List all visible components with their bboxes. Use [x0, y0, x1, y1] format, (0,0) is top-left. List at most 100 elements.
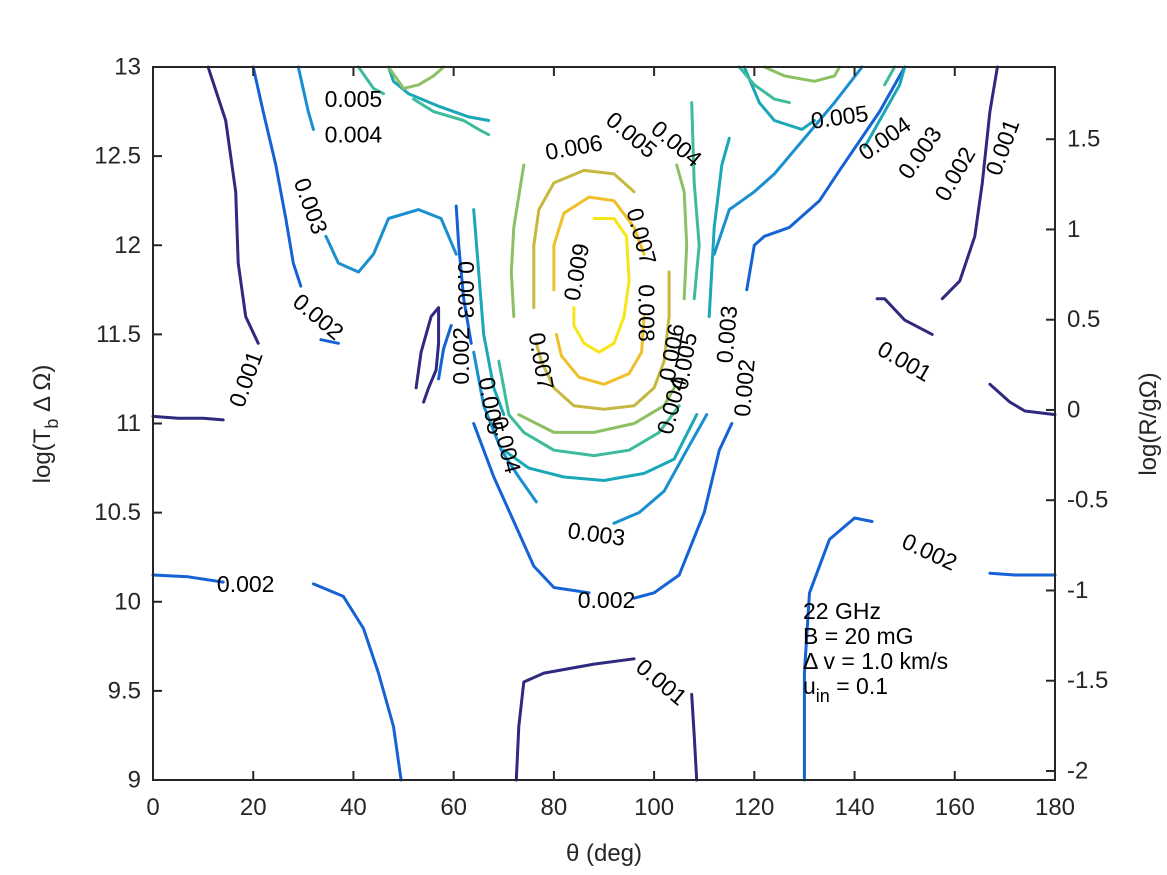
contour-level-label: 0.009: [559, 241, 595, 302]
contour-level-label: 0.001: [873, 335, 936, 386]
left-y-axis-title: log(Tb Δ Ω): [29, 365, 62, 484]
contour-line-0.002: [311, 582, 403, 782]
contour-line-0.001: [875, 297, 934, 336]
contour-level-label: 0.001: [224, 347, 268, 410]
contour-line-0.001: [514, 657, 636, 782]
left-y-tick-label: 10: [114, 588, 141, 615]
contour-level-label: 0.002: [898, 528, 961, 576]
x-axis-ticks: 0 20 40 60 80 100 120 140 160 180: [146, 67, 1075, 821]
contour-level-label: 0.002: [217, 571, 275, 597]
contour-line-0.008: [554, 315, 646, 386]
x-axis-title: θ (deg): [566, 840, 642, 867]
contour-line-0.002: [437, 324, 453, 381]
left-y-tick-label: 11: [116, 410, 141, 437]
contour-level-label: 0.005: [809, 100, 870, 134]
contour-line-0.004: [863, 65, 907, 149]
contour-level-label: 0.008: [634, 284, 660, 342]
x-tick-label: 100: [634, 794, 674, 821]
contour-level-label: 0.002: [729, 358, 760, 418]
contour-line-0.004: [472, 208, 506, 417]
x-tick-label: 80: [541, 794, 568, 821]
right-y-tick-label: -0.5: [1067, 487, 1108, 514]
contour-line-0.001: [151, 414, 225, 422]
x-tick-label: 40: [340, 794, 367, 821]
contour-line-0.003: [324, 208, 458, 274]
x-tick-label: 0: [146, 794, 159, 821]
contour-line-0.002: [632, 422, 734, 600]
contour-line-0.006: [762, 65, 841, 83]
contour-level-label: 0.007: [524, 330, 560, 391]
x-tick-label: 20: [240, 794, 267, 821]
contour-line-0.002: [454, 204, 473, 345]
contour-line-0.002: [802, 516, 874, 782]
contour-level-label: 0.003: [289, 175, 333, 238]
contour-line-0.002: [745, 65, 907, 292]
contour-line-0.004: [387, 65, 491, 122]
annotation-linewidth: Δ v = 1.0 km/s: [803, 648, 948, 674]
contour-line-0.007: [532, 168, 636, 310]
contour-line-0.005: [690, 101, 701, 301]
contour-line-0.005: [883, 65, 897, 87]
contour-line-0.006: [509, 163, 526, 319]
contour-line-0.001: [414, 306, 441, 404]
x-tick-label: 140: [835, 794, 875, 821]
contour-line-0.005: [412, 97, 491, 137]
contour-line-0.003: [712, 65, 864, 256]
left-y-tick-label: 9.5: [108, 677, 141, 704]
contour-line-0.005: [497, 359, 681, 458]
contour-level-label: 0.002: [929, 142, 980, 205]
annotation-frequency: 22 GHz: [803, 598, 881, 624]
contour-line-0.002: [472, 422, 591, 595]
contour-line-0.008: [552, 195, 646, 292]
contour-level-label: 0.004: [486, 414, 526, 477]
contour-line-0.003: [472, 350, 538, 504]
contour-line-0.001: [206, 65, 260, 345]
contour-level-label: 0.005: [325, 86, 383, 112]
contour-level-label: 0.002: [578, 587, 636, 613]
right-y-tick-label: -1.5: [1067, 667, 1108, 694]
left-y-tick-label: 13: [114, 54, 141, 81]
left-y-axis-ticks: 9 9.5 10 10.5 11 11.5 12 12.5 13: [94, 54, 162, 794]
contour-line-0.007: [534, 270, 671, 411]
contour-lines: [151, 65, 1057, 782]
subscript-b: b: [42, 419, 62, 429]
annotation-uin: uin = 0.1: [803, 673, 888, 706]
x-tick-label: 120: [734, 794, 774, 821]
right-y-tick-label: 1: [1067, 216, 1080, 243]
contour-level-label: 0.001: [631, 654, 692, 711]
contour-line-0.005: [737, 65, 791, 105]
contour-line-0.006: [675, 163, 689, 301]
right-y-axis-title: log(R/gΩ): [1135, 372, 1162, 475]
contour-line-0.006: [387, 65, 446, 90]
contour-line-0.001: [690, 692, 699, 782]
left-y-tick-label: 11.5: [96, 321, 141, 348]
right-y-tick-label: 0: [1067, 396, 1080, 423]
left-y-tick-label: 12.5: [94, 143, 141, 170]
x-tick-label: 160: [935, 794, 975, 821]
right-y-tick-label: 0.5: [1067, 306, 1100, 333]
left-y-tick-label: 9: [128, 767, 141, 794]
contour-line-0.001: [940, 65, 999, 301]
right-y-tick-label: -2: [1067, 757, 1088, 784]
x-tick-label: 180: [1035, 794, 1075, 821]
contour-line-0.002: [251, 65, 303, 288]
contour-line-0.004: [502, 413, 699, 482]
contour-line-0.002: [151, 573, 225, 584]
contour-line-0.002: [319, 338, 340, 345]
annotation-field: B = 20 mG: [803, 623, 914, 649]
contour-level-label: 0.003: [711, 305, 742, 365]
contour-line-0.009: [572, 217, 631, 354]
left-y-tick-label: 12: [114, 232, 141, 259]
contour-level-label: 0.004: [325, 122, 383, 148]
right-y-tick-label: -1: [1067, 577, 1088, 604]
contour-line-0.003: [612, 413, 709, 525]
contour-line-0.006: [517, 386, 676, 434]
left-y-tick-label: 10.5: [94, 499, 141, 526]
contour-line-0.005: [357, 65, 385, 96]
contour-line-0.002: [988, 571, 1057, 577]
contour-line-0.001: [988, 382, 1057, 417]
contour-level-label: 0.004: [652, 374, 692, 437]
contour-level-label: 0.003: [453, 261, 479, 319]
parameter-annotation: 22 GHz B = 20 mG Δ v = 1.0 km/s uin = 0.…: [803, 598, 948, 706]
right-y-tick-label: 1.5: [1067, 126, 1100, 153]
